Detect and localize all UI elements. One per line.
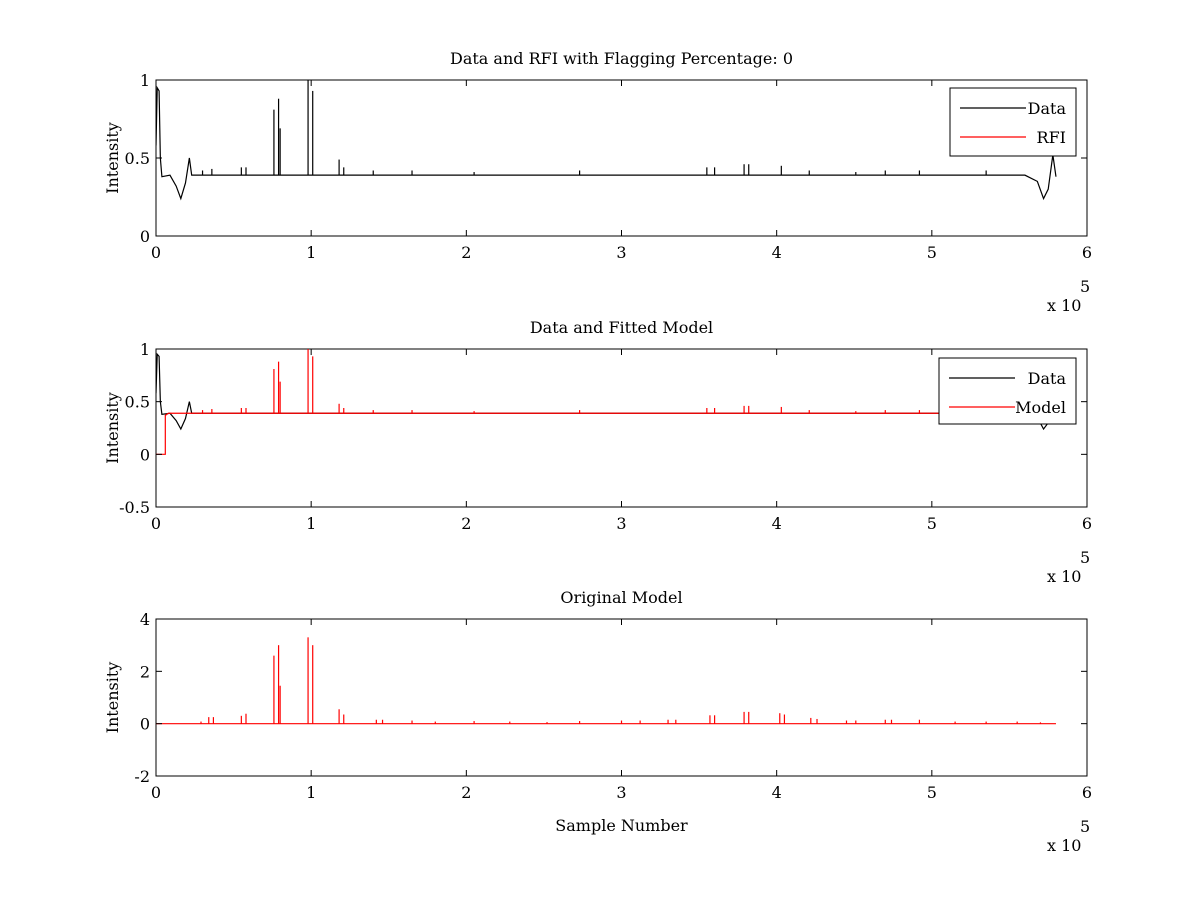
x-multiplier-label: x 10: [1047, 296, 1081, 315]
x-tick-label: 0: [151, 783, 161, 802]
chart-title: Data and Fitted Model: [530, 318, 713, 337]
legend-label-model: Model: [1015, 398, 1066, 417]
y-axis-label: Intensity: [103, 392, 122, 464]
x-tick-label: 4: [772, 243, 782, 262]
y-tick-label: -2: [134, 767, 150, 786]
y-tick-label: 0: [140, 715, 150, 734]
series-line-data: [156, 85, 1057, 201]
y-tick-label: 0: [140, 445, 150, 464]
x-tick-label: 5: [927, 243, 937, 262]
y-tick-label: 1: [140, 71, 150, 90]
y-axis-label: Intensity: [103, 662, 122, 734]
x-tick-label: 1: [306, 514, 316, 533]
series-line-data: [156, 352, 1057, 431]
y-tick-label: 4: [140, 610, 150, 629]
legend-label-rfi: RFI: [1037, 128, 1066, 147]
x-tick-label: 5: [927, 514, 937, 533]
x-tick-label: 3: [616, 514, 626, 533]
x-multiplier-exponent: 5: [1080, 548, 1090, 567]
plot-area: [155, 618, 1088, 777]
x-tick-label: 1: [306, 243, 316, 262]
y-tick-label: -0.5: [119, 498, 150, 517]
x-multiplier-label: x 10: [1047, 567, 1081, 586]
x-tick-label: 1: [306, 783, 316, 802]
x-tick-label: 2: [461, 243, 471, 262]
chart-panel-1: 0 1 2 3 4 5 6 0 0.5 1 Data and RFI with Flagging P…: [103, 49, 1092, 315]
x-multiplier-exponent: 5: [1080, 277, 1090, 296]
x-tick-label: 0: [151, 243, 161, 262]
y-tick-label: 0: [140, 227, 150, 246]
legend: Data RFI: [949, 87, 1077, 157]
chart-title: Data and RFI with Flagging Percentage: 0: [450, 49, 793, 68]
x-axis-label: Sample Number: [555, 816, 688, 835]
y-tick-label: 1: [140, 340, 150, 359]
x-tick-label: 3: [616, 243, 626, 262]
x-tick-label: 6: [1082, 783, 1092, 802]
x-tick-label: 2: [461, 783, 471, 802]
x-tick-label: 4: [772, 783, 782, 802]
plot-area: [155, 348, 1088, 508]
series-group: [156, 637, 1056, 725]
x-tick-label: 6: [1082, 243, 1092, 262]
y-tick-label: 0.5: [125, 149, 150, 168]
plot-area: [155, 79, 1088, 237]
series-group: [156, 349, 1057, 455]
legend: Data Model: [938, 357, 1077, 425]
legend-label-data: Data: [1028, 99, 1067, 118]
x-tick-label: 2: [461, 514, 471, 533]
x-tick-label: 0: [151, 514, 161, 533]
series-line-model: [156, 412, 1056, 455]
x-multiplier-exponent: 5: [1080, 817, 1090, 836]
x-tick-label: 3: [616, 783, 626, 802]
y-tick-label: 2: [140, 662, 150, 681]
legend-box: [949, 87, 1077, 157]
legend-label-data: Data: [1028, 369, 1067, 388]
chart-title: Original Model: [560, 588, 682, 607]
x-multiplier-label: x 10: [1047, 836, 1081, 855]
legend-box: [938, 357, 1077, 425]
x-tick-label: 5: [927, 783, 937, 802]
series-group: [156, 80, 1057, 201]
y-tick-label: 0.5: [125, 393, 150, 412]
x-tick-label: 6: [1082, 514, 1092, 533]
x-tick-label: 4: [772, 514, 782, 533]
y-axis-label: Intensity: [103, 122, 122, 194]
